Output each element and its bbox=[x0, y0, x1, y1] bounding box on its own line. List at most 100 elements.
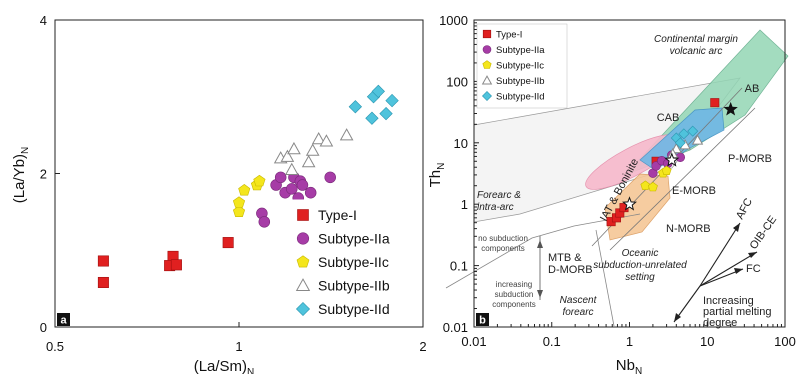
vector-fc-head bbox=[734, 268, 743, 274]
legend-marker-triangle bbox=[295, 278, 311, 292]
label-nmorb: N-MORB bbox=[666, 223, 711, 235]
data-point-triangle bbox=[691, 134, 704, 145]
data-point-pentagon bbox=[238, 184, 251, 196]
y-tick-label: 10 bbox=[454, 136, 468, 151]
svg-text:b: b bbox=[479, 315, 486, 327]
data-point-pentagon bbox=[647, 181, 658, 192]
legend-label: Subtype-IId bbox=[496, 92, 545, 103]
nascent-boundary bbox=[595, 229, 615, 327]
legend-label: Subtype-IId bbox=[318, 301, 390, 317]
y-tick-label: 0 bbox=[40, 320, 47, 335]
label-emorb: E-MORB bbox=[672, 185, 716, 197]
legend-marker-diamond bbox=[295, 301, 311, 317]
subduction-arrowhead-down bbox=[537, 290, 543, 298]
svg-text:a: a bbox=[60, 315, 67, 327]
star-marker-white bbox=[664, 152, 680, 167]
data-point-diamond bbox=[678, 128, 690, 140]
data-point-square bbox=[222, 237, 234, 249]
data-point-pentagon bbox=[661, 165, 672, 175]
label-dmorb: D-MORB bbox=[548, 264, 593, 276]
vector-oibce-head bbox=[748, 252, 757, 258]
panel-b: 0.01 0.1 1 10 100 0.01 0.1 1 10 100 1000 NbN ThN C… bbox=[427, 13, 796, 374]
panel-b-ylabel: ThN bbox=[427, 163, 447, 188]
data-point-diamond bbox=[687, 125, 699, 137]
x-tick-label: 1 bbox=[235, 339, 242, 354]
x-tick-label: 100 bbox=[774, 334, 796, 349]
data-point-square bbox=[170, 259, 182, 271]
x-tick-label: 0.1 bbox=[543, 334, 561, 349]
label-forearc-nascent: forearc bbox=[562, 307, 593, 318]
label-subduction: subduction bbox=[495, 290, 534, 299]
legend-marker-circle bbox=[482, 45, 492, 54]
data-point-triangle bbox=[301, 154, 316, 168]
subduction-arrowhead-up bbox=[537, 240, 543, 248]
data-point-diamond bbox=[385, 93, 399, 108]
legend-marker-pentagon bbox=[296, 255, 310, 268]
star-marker-white bbox=[622, 196, 637, 211]
label-subduction-components: components bbox=[492, 300, 536, 309]
label-mtb: MTB & bbox=[548, 252, 582, 264]
x-tick-label: 2 bbox=[419, 339, 426, 354]
label-volcanic-arc: volcanic arc bbox=[670, 46, 723, 57]
vector-oibce bbox=[699, 251, 758, 287]
y-tick-label: 1 bbox=[461, 197, 468, 212]
data-point-pentagon bbox=[253, 174, 266, 187]
label-subduction-unrelated: subduction-unrelated bbox=[593, 260, 687, 271]
label-pmorb: P-MORB bbox=[728, 153, 772, 165]
label-intra-arc: intra-arc bbox=[477, 202, 514, 213]
panel-a-tag: a bbox=[57, 313, 70, 327]
legend-marker-square bbox=[297, 209, 309, 221]
legend-label: Type-I bbox=[496, 30, 522, 41]
vector-afc-head bbox=[733, 223, 740, 232]
panel-a: 0.5 1 2 0 2 4 (La/Sm)N (La/Yb)N Type-I Subtype… bbox=[11, 13, 427, 374]
x-tick-label: 0.01 bbox=[461, 334, 486, 349]
legend-label: Type-I bbox=[318, 207, 357, 223]
label-nascent: Nascent bbox=[560, 295, 598, 306]
data-point-square bbox=[710, 98, 720, 108]
vector-afc bbox=[699, 222, 741, 287]
label-fc: FC bbox=[746, 263, 761, 275]
data-point-triangle bbox=[280, 149, 295, 162]
data-point-pentagon bbox=[232, 205, 246, 217]
y-tick-label: 0.1 bbox=[450, 259, 468, 274]
data-point-circle bbox=[296, 179, 309, 191]
label-degree: degree bbox=[703, 317, 737, 329]
legend-label: Subtype-IIa bbox=[496, 45, 545, 56]
legend-marker-square bbox=[482, 29, 492, 39]
y-tick-label: 4 bbox=[40, 13, 47, 28]
data-point-pentagon bbox=[232, 196, 246, 208]
data-point-diamond bbox=[348, 100, 363, 114]
label-cab: CAB bbox=[657, 112, 680, 124]
data-point-diamond bbox=[379, 106, 393, 121]
data-point-pentagon bbox=[640, 180, 651, 190]
legend-label: Subtype-IIc bbox=[318, 254, 389, 270]
data-point-diamond bbox=[371, 84, 385, 99]
panel-a-legend: Type-I Subtype-IIa Subtype-IIc Subtype-IIb S… bbox=[288, 199, 422, 325]
x-tick-label: 0.5 bbox=[46, 339, 64, 354]
legend-marker-diamond bbox=[482, 91, 492, 101]
data-point-triangle bbox=[305, 143, 320, 156]
legend-label: Subtype-IIa bbox=[318, 231, 390, 247]
legend-marker-pentagon bbox=[482, 60, 492, 69]
label-increasing-pm: Increasing bbox=[703, 295, 754, 307]
data-point-square bbox=[97, 276, 109, 288]
y-tick-label: 2 bbox=[40, 167, 47, 182]
legend-label: Subtype-IIb bbox=[318, 278, 390, 294]
legend-label: Subtype-IIc bbox=[496, 61, 544, 72]
panel-b-xlabel: NbN bbox=[616, 357, 642, 374]
y-tick-label: 100 bbox=[446, 74, 468, 89]
data-point-triangle bbox=[287, 141, 301, 155]
panel-b-tag: b bbox=[476, 313, 489, 327]
legend-background bbox=[476, 23, 568, 109]
legend-background bbox=[288, 199, 422, 325]
legend-marker-triangle bbox=[481, 75, 493, 85]
data-point-circle bbox=[274, 171, 287, 184]
data-point-triangle bbox=[284, 162, 299, 175]
panel-b-legend: Type-I Subtype-IIa Subtype-IIc Subtype-IIb S… bbox=[476, 23, 568, 109]
data-point-circle bbox=[286, 183, 298, 195]
label-partial-melting: partial melting bbox=[703, 306, 771, 318]
label-setting: setting bbox=[625, 272, 655, 283]
vector-partial-melting-head bbox=[674, 313, 681, 322]
label-forearc: Forearc & bbox=[477, 190, 521, 201]
